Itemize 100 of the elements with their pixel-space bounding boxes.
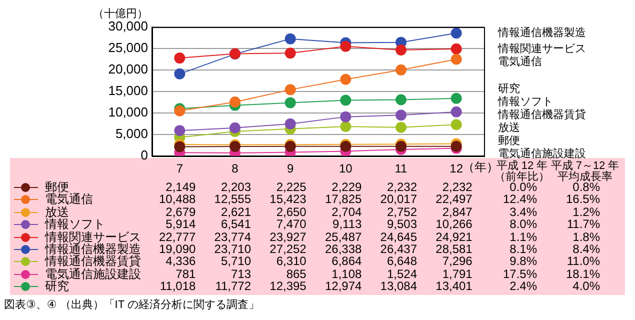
point — [396, 64, 406, 76]
data-label: 2,621 — [220, 204, 251, 219]
data-label: 2,847 — [442, 204, 472, 219]
data-label: 6,648 — [386, 254, 417, 268]
point — [450, 92, 462, 104]
text: 郵便 — [498, 135, 520, 147]
point — [396, 94, 406, 106]
text: 0.8% — [572, 180, 600, 194]
y-tick-label: 15,000 — [108, 83, 148, 98]
point — [174, 68, 186, 80]
point — [396, 122, 406, 133]
point — [284, 33, 296, 44]
text: （前年比） — [494, 171, 550, 183]
point — [450, 106, 462, 118]
legend-label: 放送 — [45, 204, 69, 219]
x-tick-label: 12 — [450, 162, 464, 176]
data-label: 2,232 — [386, 180, 417, 194]
legend-label: 電気通信施設建設 — [45, 266, 141, 281]
text: 2.4% — [510, 279, 537, 294]
data-label: 12,395 — [270, 279, 306, 294]
data-label: 1,524 — [386, 266, 417, 281]
point — [450, 28, 462, 39]
data-label: 9,503 — [386, 217, 417, 232]
text: 放送 — [498, 122, 520, 134]
point — [340, 111, 352, 122]
x-tick-label: 10 — [338, 162, 353, 176]
data-label: 7,470 — [276, 217, 306, 232]
data-label: 1,108 — [332, 266, 362, 281]
y-axis-title: （十億円） — [93, 8, 148, 20]
data-label: 25,487 — [324, 230, 362, 244]
text: 4.0% — [572, 279, 600, 294]
data-label: 20,017 — [380, 192, 417, 206]
legend-label: 情報関連サービス — [45, 230, 141, 244]
data-label: 17,825 — [324, 192, 362, 206]
point — [396, 110, 406, 121]
point — [284, 118, 296, 130]
text: 1.2% — [572, 204, 600, 219]
point — [230, 122, 240, 134]
data-label: 6,541 — [220, 217, 251, 232]
text: 情報ソフト — [498, 96, 553, 108]
legend-label: 郵便 — [45, 180, 69, 194]
data-label: 5,710 — [220, 254, 251, 268]
text: 16.5% — [566, 192, 600, 206]
data-label: 2,225 — [276, 180, 306, 194]
data-label: 26,338 — [324, 242, 362, 256]
data-label: 22,777 — [158, 230, 196, 244]
text: 平成 7～12 年 — [550, 160, 620, 172]
text: 8.0% — [510, 217, 537, 232]
text: 電気通信施設建設 — [498, 148, 586, 160]
text: 8.4% — [572, 242, 600, 256]
legend-label: 電気通信 — [45, 192, 93, 206]
data-label: 22,497 — [436, 192, 472, 206]
x-tick-label: 9 — [286, 162, 294, 176]
data-label: 13,401 — [436, 279, 472, 294]
text: 0.0% — [510, 180, 537, 194]
y-tick-label: 5,000 — [115, 126, 148, 142]
text: 12.4% — [502, 192, 537, 206]
text: 1.8% — [572, 230, 600, 244]
data-label: 24,645 — [380, 230, 417, 244]
y-tick-label: 0 — [140, 148, 148, 163]
point — [284, 84, 296, 96]
point — [340, 40, 352, 52]
data-label: 12,974 — [324, 279, 362, 294]
y-tick-label: 20,000 — [108, 62, 148, 77]
data-label: 2,149 — [166, 180, 196, 194]
x-tick-label: 7 — [176, 162, 184, 176]
data-label: 713 — [230, 266, 251, 281]
data-label: 2,650 — [276, 204, 306, 219]
legend-label: 研究 — [45, 279, 69, 294]
data-label: 7,296 — [442, 254, 472, 268]
data-label: 5,914 — [166, 217, 196, 232]
data-label: 4,336 — [166, 254, 196, 268]
y-tick-label: 30,000 — [108, 18, 148, 34]
legend-label: 情報通信機器製造 — [45, 242, 141, 256]
text: 平均成長率 — [558, 171, 612, 183]
text: 18.1% — [566, 266, 600, 281]
data-label: 24,921 — [436, 230, 472, 244]
data-label: 781 — [176, 266, 196, 281]
data-label: 6,310 — [276, 254, 306, 268]
data-label: 26,437 — [380, 242, 417, 256]
data-label: 1,791 — [442, 266, 472, 281]
data-label: 2,232 — [442, 180, 472, 194]
data-label: 19,090 — [158, 242, 196, 256]
data-label: 2,229 — [332, 180, 362, 194]
data-label: 28,581 — [436, 242, 472, 256]
text: 11.0% — [566, 254, 600, 268]
point — [340, 74, 352, 85]
point — [340, 120, 352, 132]
point — [340, 94, 352, 106]
text: 9.8% — [510, 254, 537, 268]
data-label: 2,704 — [332, 204, 362, 219]
y-tick-label: 10,000 — [108, 104, 148, 120]
data-label: 2,752 — [386, 204, 417, 219]
text: 1.1% — [510, 230, 537, 244]
data-label: 9,113 — [332, 217, 362, 232]
legend-label: 情報通信機器賃貸 — [45, 254, 141, 268]
legend-label: 情報ソフト — [45, 217, 105, 232]
text: 電気通信 — [498, 56, 542, 68]
point — [174, 125, 186, 136]
point — [174, 52, 186, 64]
